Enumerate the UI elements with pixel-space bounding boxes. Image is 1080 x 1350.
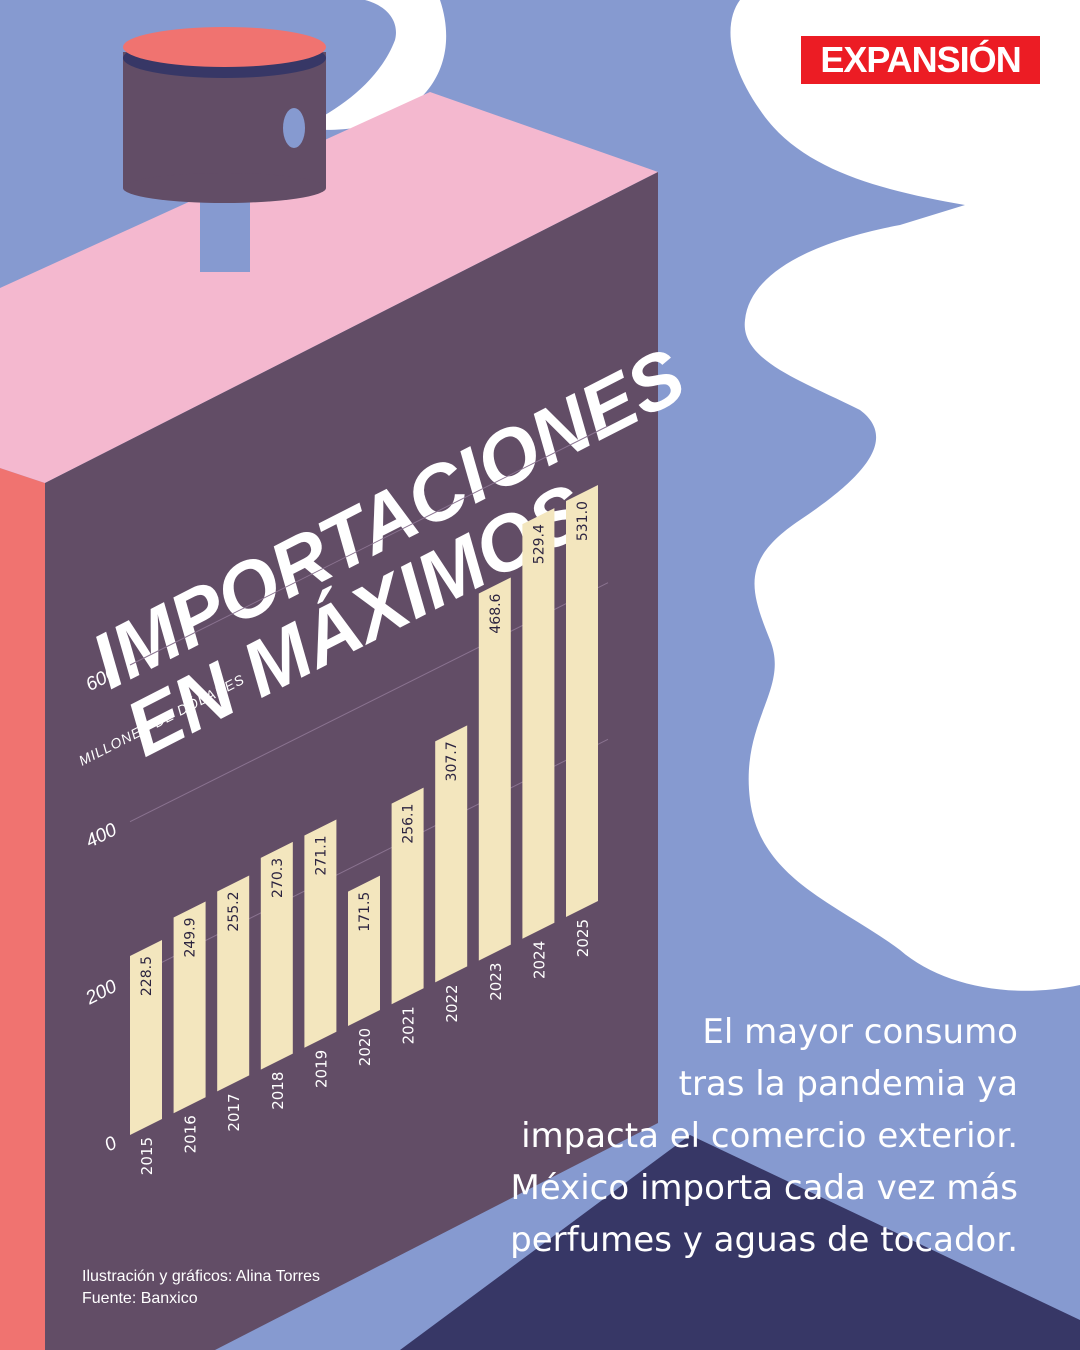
- bar-2025: [566, 485, 598, 917]
- x-tick-label: 2015: [138, 1137, 156, 1175]
- x-tick-label: 2018: [269, 1072, 287, 1110]
- x-tick-label: 2021: [400, 1006, 418, 1044]
- bar-2019: [304, 819, 337, 1048]
- value-label: 529.4: [531, 524, 547, 564]
- bottle-side: [0, 468, 45, 1350]
- bar-2017: [217, 875, 250, 1092]
- cap-swoosh: [300, 0, 447, 130]
- value-label: 270.3: [270, 858, 286, 898]
- x-tick-label: 2017: [225, 1093, 243, 1131]
- value-label: 228.5: [139, 956, 155, 996]
- caption-line-4: México importa cada vez más: [510, 1168, 1018, 1208]
- value-label: 256.1: [401, 804, 417, 844]
- credits-source: Fuente: Banxico: [82, 1290, 198, 1307]
- cap-top: [123, 27, 326, 67]
- credits-illustration: Ilustración y gráficos: Alina Torres: [82, 1268, 321, 1285]
- caption-text: El mayor consumo tras la pandemia ya imp…: [378, 1006, 1018, 1266]
- value-label: 468.6: [488, 593, 504, 633]
- bar-2021: [391, 787, 424, 1005]
- x-tick-label: 2025: [574, 919, 592, 957]
- x-tick-label: 2022: [443, 984, 461, 1022]
- caption-line-2: tras la pandemia ya: [678, 1064, 1018, 1104]
- value-label: 271.1: [313, 835, 329, 875]
- bar-2024: [522, 508, 555, 939]
- expansion-logo[interactable]: EXPANSIÓN: [801, 36, 1040, 84]
- x-tick-label: 2019: [312, 1050, 330, 1088]
- value-label: 255.2: [226, 891, 242, 931]
- bar-2022: [435, 725, 468, 983]
- bar-2018: [260, 841, 293, 1070]
- value-label: 249.9: [183, 917, 199, 957]
- x-tick-label: 2024: [530, 941, 548, 979]
- caption-line-1: El mayor consumo: [702, 1012, 1018, 1052]
- credits: Ilustración y gráficos: Alina Torres Fue…: [82, 1266, 320, 1310]
- cap-bottom: [123, 173, 326, 203]
- value-label: 307.7: [444, 741, 460, 781]
- x-tick-label: 2020: [356, 1028, 374, 1066]
- value-label: 531.0: [575, 501, 591, 541]
- white-cloud: [730, 0, 1080, 991]
- chart-bars: 228.5 2015 249.9 2016 255.2 2017 270.3 2018 271.…: [130, 485, 598, 1175]
- bar-2023: [478, 577, 511, 961]
- bar-2016: [173, 901, 206, 1114]
- caption-line-5: perfumes y aguas de tocador.: [510, 1220, 1018, 1260]
- value-label: 171.5: [357, 892, 373, 932]
- cap-nozzle: [283, 108, 305, 148]
- bar-2020: [348, 875, 380, 1026]
- x-tick-label: 2023: [487, 963, 505, 1001]
- caption-line-3: impacta el comercio exterior.: [521, 1116, 1018, 1156]
- bottle-top: [0, 92, 658, 483]
- gridline: [129, 425, 609, 666]
- x-tick-label: 2016: [182, 1115, 200, 1153]
- bar-2015: [130, 940, 162, 1135]
- floor-shadow: [400, 1135, 1080, 1350]
